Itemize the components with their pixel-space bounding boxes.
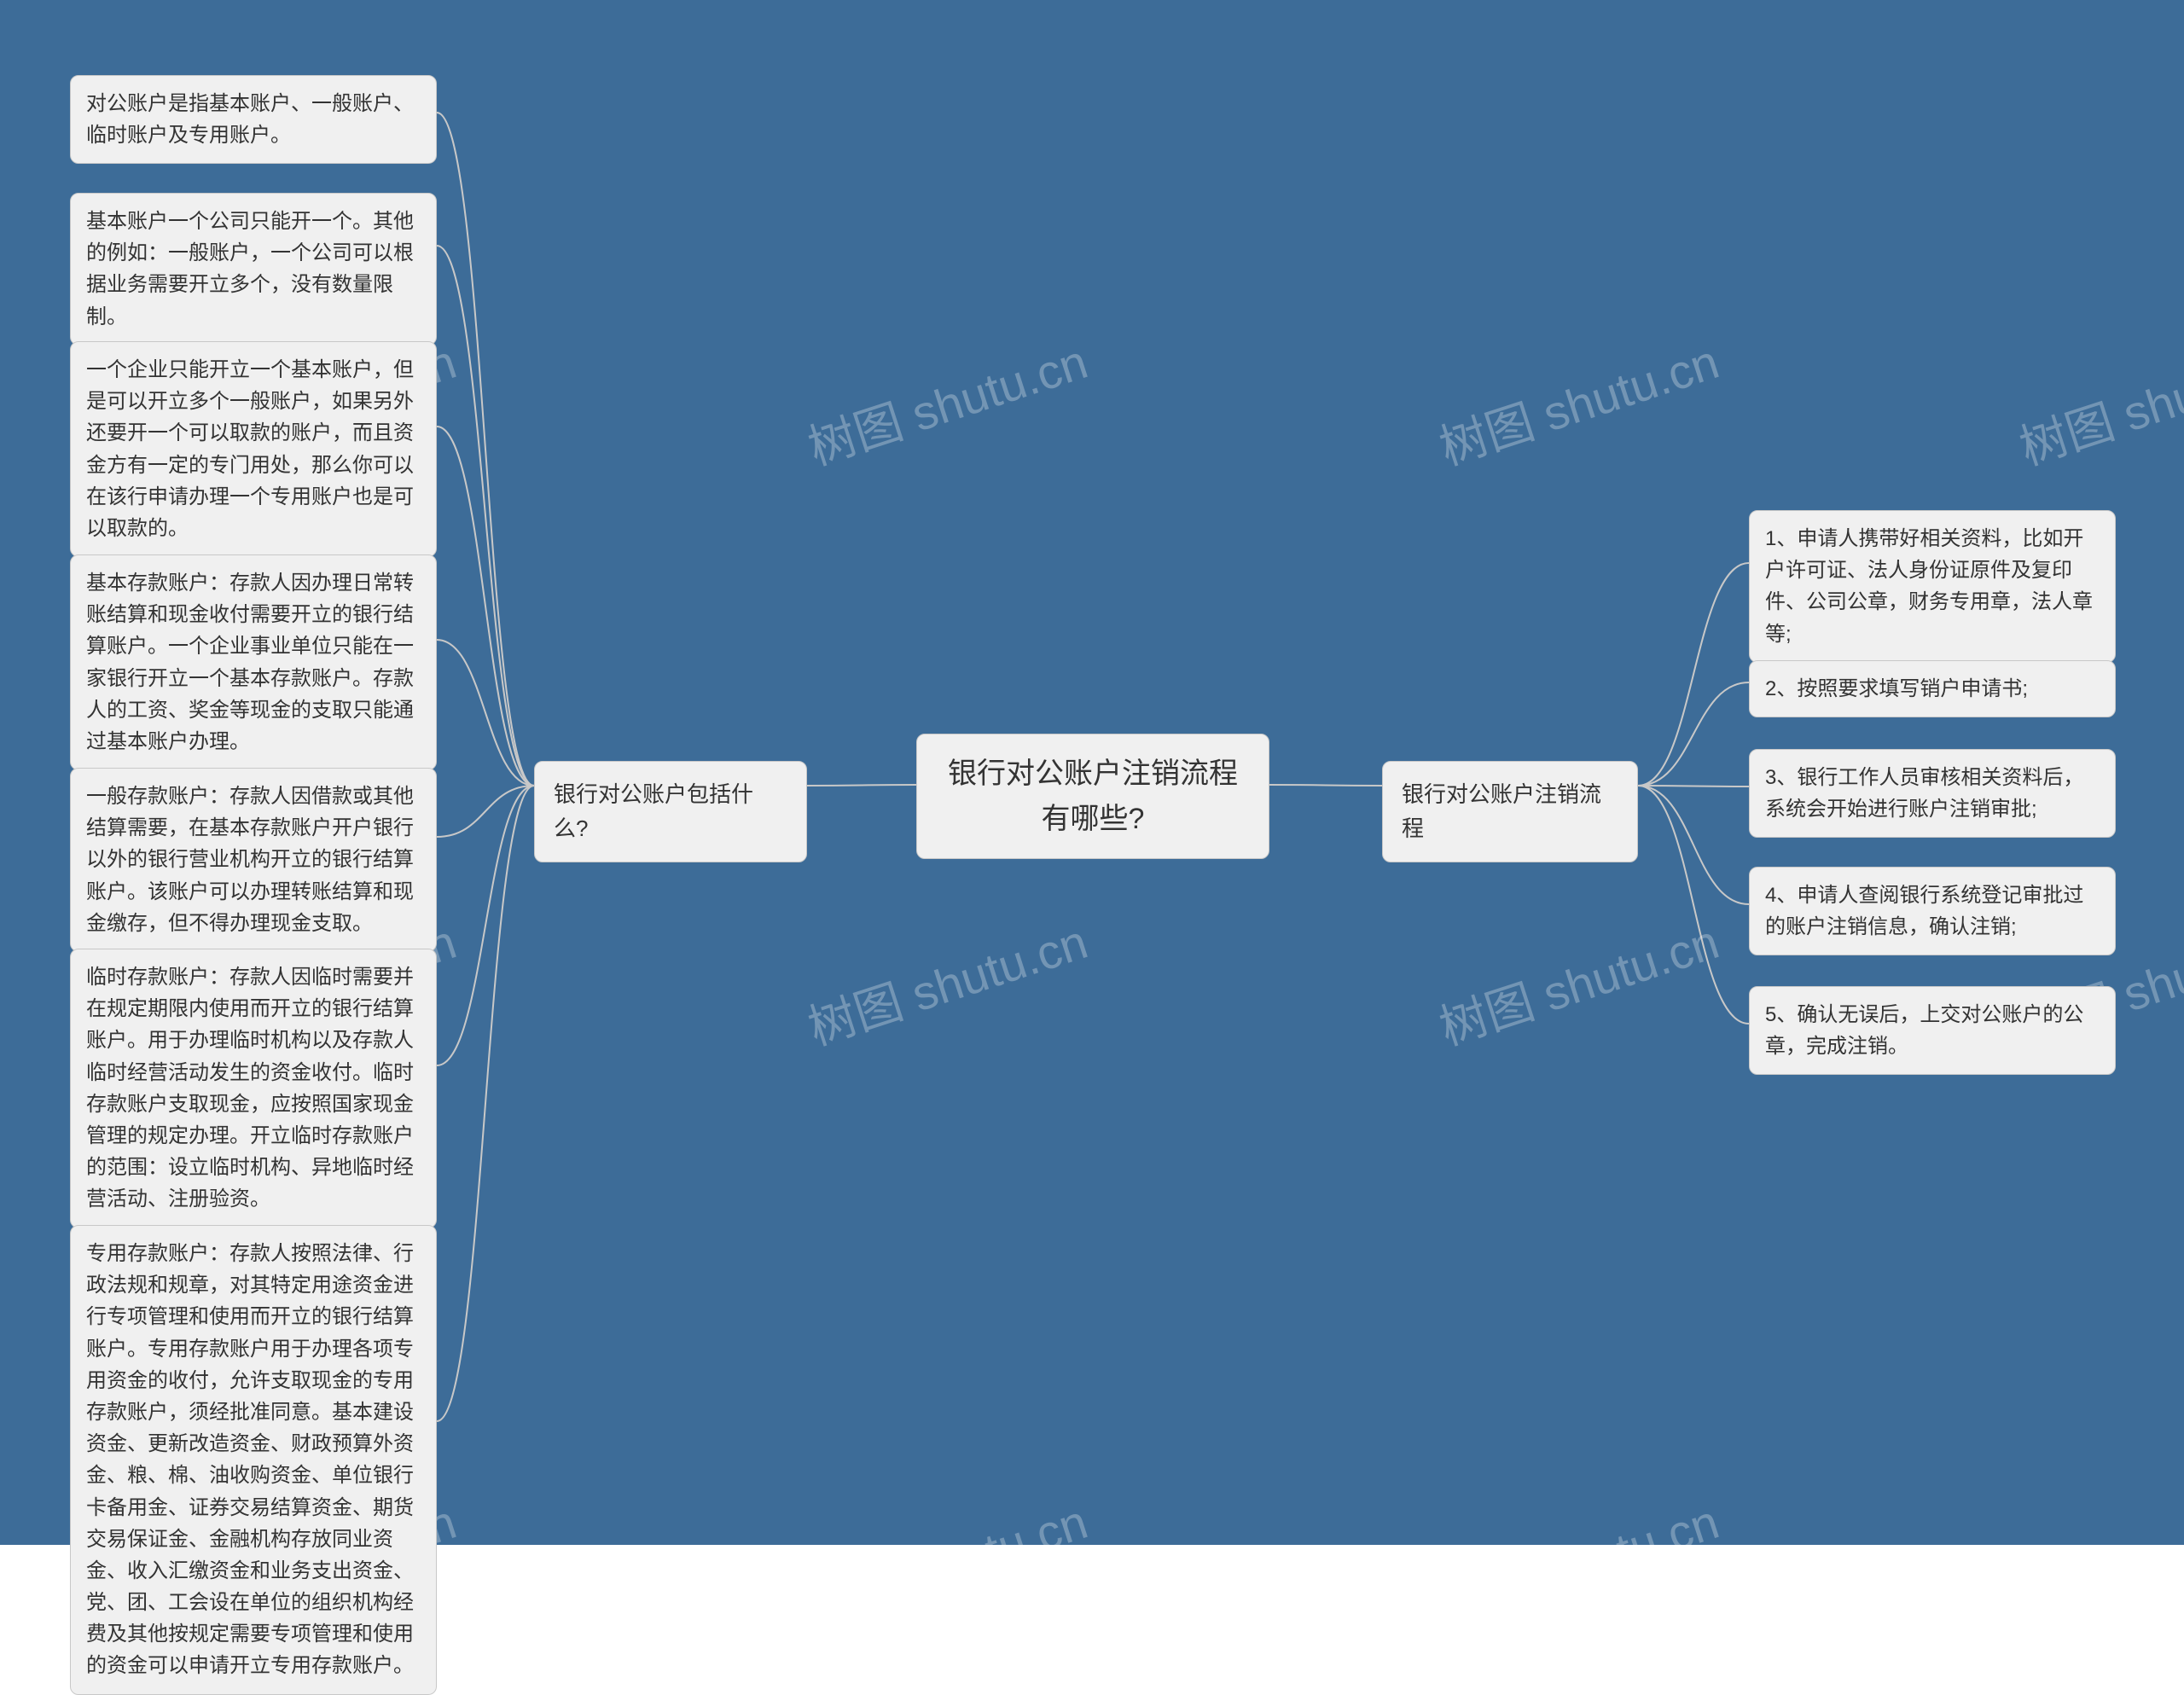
right-leaf-4[interactable]: 5、确认无误后，上交对公账户的公章，完成注销。	[1749, 986, 2116, 1075]
left-leaf-4[interactable]: 一般存款账户：存款人因借款或其他结算需要，在基本存款账户开户银行以外的银行营业机…	[70, 768, 437, 952]
left-leaf-3[interactable]: 基本存款账户：存款人因办理日常转账结算和现金收付需要开立的银行结算账户。一个企业…	[70, 554, 437, 770]
left-leaf-0[interactable]: 对公账户是指基本账户、一般账户、临时账户及专用账户。	[70, 75, 437, 164]
right-leaf-0[interactable]: 1、申请人携带好相关资料，比如开户许可证、法人身份证原件及复印件、公司公章，财务…	[1749, 510, 2116, 663]
left-leaf-2[interactable]: 一个企业只能开立一个基本账户，但是可以开立多个一般账户，如果另外还要开一个可以取…	[70, 341, 437, 557]
right-leaf-2[interactable]: 3、银行工作人员审核相关资料后，系统会开始进行账户注销审批;	[1749, 749, 2116, 838]
left-leaf-5[interactable]: 临时存款账户：存款人因临时需要并在规定期限内使用而开立的银行结算账户。用于办理临…	[70, 949, 437, 1228]
left-leaf-1[interactable]: 基本账户一个公司只能开一个。其他的例如：一般账户，一个公司可以根据业务需要开立多…	[70, 193, 437, 345]
right-leaf-3[interactable]: 4、申请人查阅银行系统登记审批过的账户注销信息，确认注销;	[1749, 867, 2116, 955]
left-sub-node[interactable]: 银行对公账户包括什么?	[534, 761, 807, 862]
right-leaf-1[interactable]: 2、按照要求填写销户申请书;	[1749, 660, 2116, 717]
right-sub-node[interactable]: 银行对公账户注销流程	[1382, 761, 1638, 862]
center-node[interactable]: 银行对公账户注销流程有哪些?	[916, 734, 1269, 859]
left-leaf-6[interactable]: 专用存款账户：存款人按照法律、行政法规和规章，对其特定用途资金进行专项管理和使用…	[70, 1225, 437, 1695]
